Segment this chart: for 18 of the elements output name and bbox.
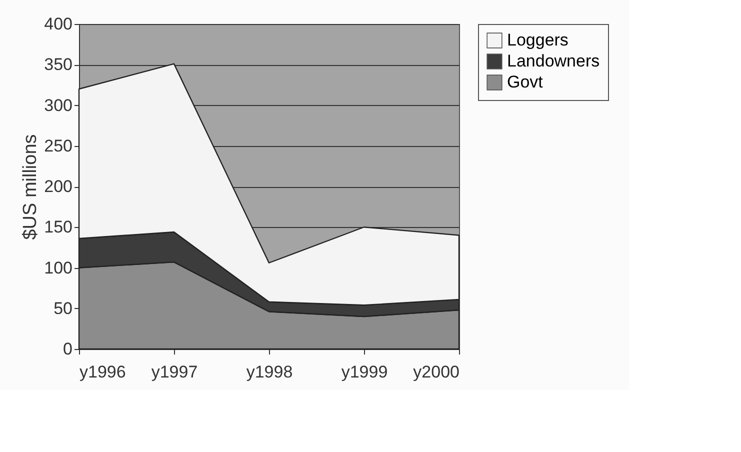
y-tick-label: 200 — [44, 177, 72, 196]
y-tick-label: 350 — [44, 55, 72, 74]
y-axis-title: $US millions — [20, 134, 42, 240]
x-tick-label: y1998 — [246, 362, 293, 382]
legend-label: Govt — [507, 72, 544, 92]
x-tick-label: y2000 — [413, 362, 460, 382]
legend-label: Landowners — [507, 52, 600, 70]
legend-label: Loggers — [507, 30, 568, 50]
x-tick-label: y1999 — [341, 362, 388, 382]
y-tick-label: 400 — [44, 14, 72, 34]
x-tick-label: y1996 — [80, 362, 126, 382]
y-tick-label: 150 — [44, 218, 72, 237]
y-tick-label: 0 — [63, 340, 72, 358]
x-tick-label: y1997 — [151, 362, 198, 382]
y-tick-label: 100 — [44, 258, 72, 278]
y-tick-label: 300 — [44, 96, 72, 115]
y-tick-label: 250 — [44, 136, 72, 156]
y-tick-label: 50 — [54, 298, 72, 318]
